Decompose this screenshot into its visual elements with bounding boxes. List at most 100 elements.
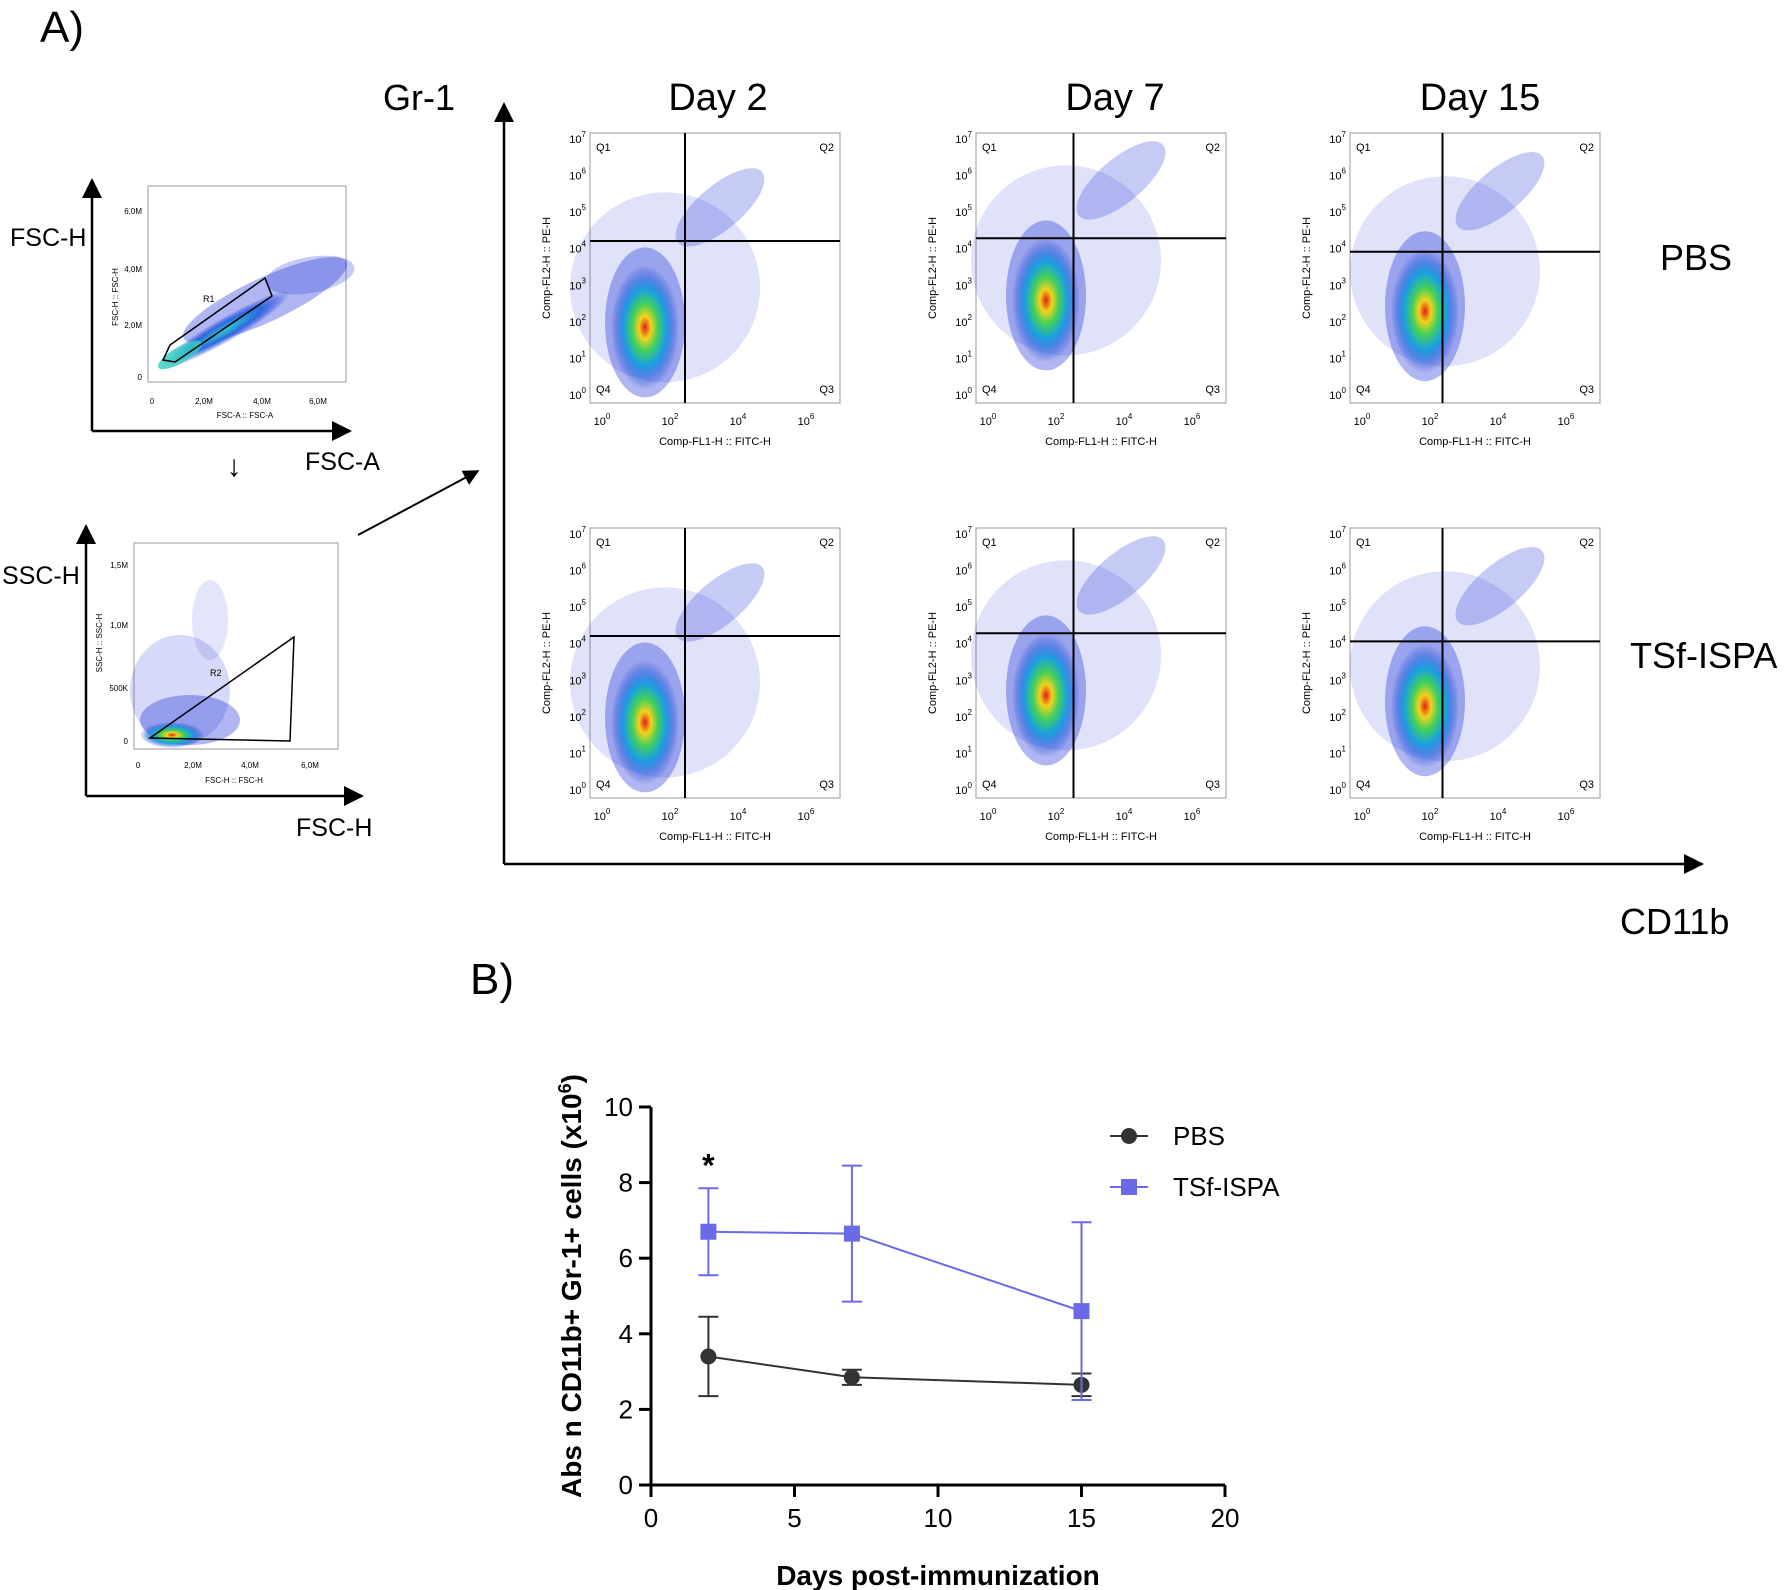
facs-xtick: 100 [1354,807,1371,823]
facs-scatter [1350,547,1545,777]
facs-ytick: 103 [1329,671,1346,687]
series-tsf-ispa [698,1164,1092,1401]
plot1-ytick-0: 0 [138,373,143,382]
plot1-ytick-2: 4,0M [124,265,142,274]
facs-xtick: 104 [1116,412,1133,428]
data-point [843,1225,860,1242]
plot2-xtick-0: 0 [136,761,141,770]
facs-ytick: 102 [1329,313,1346,329]
data-point [700,1348,717,1365]
facs-xtick: 106 [798,807,815,823]
facs-ytick: 105 [1329,598,1346,614]
facs-xtick: 104 [730,412,747,428]
ssc-h-outer-label: SSC-H [2,562,80,590]
x-tick-label: 15 [1067,1503,1096,1533]
fsc-a-outer-label: FSC-A [305,448,380,476]
facs-ytick: 104 [569,240,586,256]
facs-ylabel: Comp-FL2-H :: PE-H [927,217,939,319]
chart-y-label-end: ) [556,1074,587,1083]
fsc-h-outer-label: FSC-H [10,224,86,252]
facs-xtick: 104 [1116,807,1133,823]
y-tick-label: 8 [619,1168,633,1198]
plot1-ytick-3: 6,0M [124,207,142,216]
facs-ytick: 100 [955,386,972,402]
gating-plot-fsc: FSC-H FSC-A R1 FSC-H :: FSC-H FSC-A :: F… [10,178,380,476]
chart-annotations: * [702,1147,715,1183]
gate-r2 [147,635,295,742]
facs-ytick: 103 [569,671,586,687]
facs-ytick: 100 [955,781,972,797]
plot1-ytick-1: 2,0M [124,321,142,330]
facs-ytick: 106 [955,167,972,183]
chart-y-label-sup: 6 [555,1083,575,1093]
quadrant-label: Q4 [982,779,997,791]
quadrant-label: Q4 [596,384,611,396]
quadrant-label: Q4 [596,779,611,791]
column-header-day2: Day 2 [668,77,767,119]
facs-ytick: 107 [1329,525,1346,541]
facs-ylabel: Comp-FL2-H :: PE-H [1301,217,1313,319]
facs-ytick: 100 [569,386,586,402]
facs-xtick: 100 [980,412,997,428]
quadrant-label: Q3 [1579,384,1594,396]
facs-ytick: 107 [1329,130,1346,146]
facs-frame [975,527,1227,799]
y-tick-label: 6 [619,1243,633,1273]
gate-r1 [161,276,273,363]
facs-xlabel: Comp-FL1-H :: FITC-H [659,831,771,843]
facs-plot-tsf-ispa-day2: Q1 Q2 Q3 Q4 100 101 102 103 104 105 106 107 100 102 10… [541,525,841,843]
facs-xtick: 106 [1184,807,1201,823]
facs-xlabel: Comp-FL1-H :: FITC-H [1419,831,1531,843]
chart-y-ticks: 0 2 4 6 8 10 [604,1092,651,1500]
gate-r1-label: R1 [203,294,215,304]
facs-ytick: 105 [1329,203,1346,219]
plot2-xtick-2: 4,0M [241,761,259,770]
facs-xtick: 102 [1422,807,1439,823]
quadrant-label: Q3 [819,384,834,396]
y-tick-label: 4 [619,1319,633,1349]
facs-frame [589,527,841,799]
facs-ytick: 107 [569,525,586,541]
facs-ytick: 106 [569,562,586,578]
x-tick-label: 0 [644,1503,658,1533]
facs-scatter [1350,152,1545,382]
quadrant-label: Q1 [982,142,997,154]
facs-ylabel: Comp-FL2-H :: PE-H [927,612,939,714]
facs-xtick: 106 [1558,412,1575,428]
facs-xtick: 100 [980,807,997,823]
quadrant-label: Q2 [819,537,834,549]
data-point [1073,1303,1090,1320]
gating-plot2-scatter [130,580,240,748]
facs-scatter [570,168,765,398]
quadrant-label: Q2 [819,142,834,154]
facs-ytick: 105 [955,598,972,614]
cd11b-label: CD11b [1620,901,1729,942]
facs-xtick: 104 [1490,412,1507,428]
gating-plot1-scatter [157,255,355,370]
facs-grid: Q1 Q2 Q3 Q4 100 101 102 103 104 105 106 107 100 102 10… [541,130,1601,843]
legend-marker [1121,1179,1137,1195]
facs-scatter [971,536,1166,766]
facs-ytick: 107 [569,130,586,146]
series-pbs [698,1315,1092,1398]
quadrant-label: Q1 [1356,537,1371,549]
gating-plot2-frame [133,542,339,750]
facs-ytick: 104 [955,240,972,256]
facs-xlabel: Comp-FL1-H :: FITC-H [1419,436,1531,448]
facs-ytick: 104 [1329,635,1346,651]
series-line [708,1230,1082,1313]
quadrant-label: Q1 [1356,142,1371,154]
facs-ytick: 104 [1329,240,1346,256]
chart-series [698,1164,1092,1401]
plot1-xtick-3: 6,0M [309,397,327,406]
quadrant-label: Q1 [982,537,997,549]
facs-xtick: 102 [1048,807,1065,823]
legend-label: PBS [1173,1121,1225,1151]
facs-xtick: 102 [662,807,679,823]
facs-ytick: 102 [569,708,586,724]
facs-ytick: 100 [1329,386,1346,402]
quadrant-label: Q1 [596,537,611,549]
